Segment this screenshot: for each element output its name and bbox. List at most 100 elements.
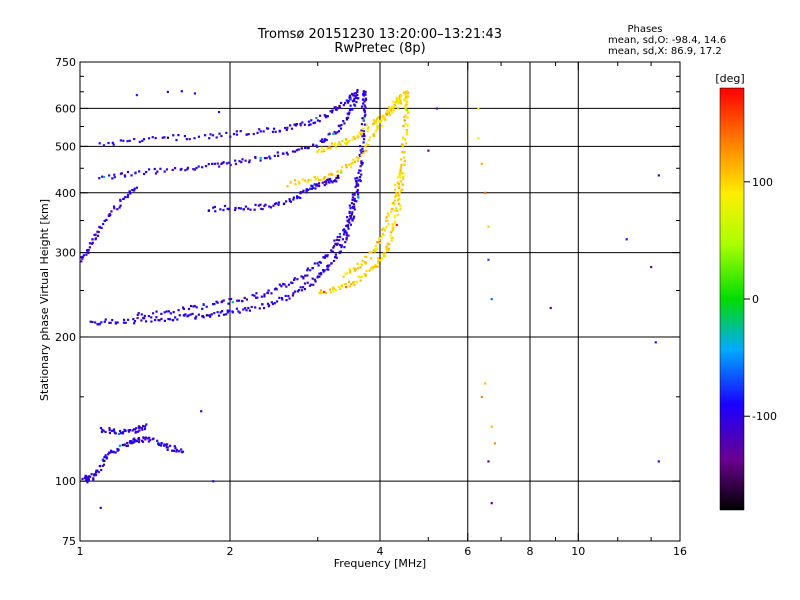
data-point	[127, 430, 131, 433]
data-point	[166, 90, 169, 93]
data-point	[204, 165, 208, 168]
data-point	[357, 275, 360, 278]
data-point	[303, 179, 307, 182]
data-point	[237, 299, 241, 302]
data-point	[340, 244, 343, 247]
data-point	[490, 298, 493, 301]
data-point	[103, 320, 106, 323]
data-point	[390, 208, 393, 211]
data-point	[352, 217, 355, 220]
data-point	[493, 442, 497, 445]
data-point	[393, 105, 397, 108]
data-point	[102, 463, 106, 466]
data-point	[135, 440, 139, 443]
data-point	[336, 235, 339, 239]
data-point	[319, 139, 322, 142]
data-point	[254, 296, 258, 299]
data-point	[110, 450, 113, 454]
data-point	[309, 178, 312, 181]
data-point	[122, 318, 126, 321]
data-point	[402, 175, 405, 178]
data-point	[381, 116, 384, 119]
data-point	[138, 429, 141, 432]
data-point	[159, 167, 162, 170]
data-point	[183, 134, 187, 138]
y-tick-label: 100	[55, 475, 76, 488]
data-point	[349, 271, 352, 274]
data-point	[405, 100, 408, 103]
data-point	[258, 307, 261, 310]
data-point	[373, 250, 376, 253]
data-point	[336, 170, 339, 173]
colorbar-ticks: 100 0 -100	[744, 176, 777, 423]
data-point	[81, 477, 84, 480]
data-point	[332, 287, 335, 290]
data-point	[88, 242, 92, 245]
data-point	[270, 301, 273, 304]
data-point	[357, 97, 360, 100]
data-point	[359, 133, 363, 136]
data-point	[346, 225, 350, 228]
data-point	[323, 256, 327, 259]
data-point	[220, 134, 223, 138]
data-point	[171, 168, 174, 172]
data-point	[163, 311, 166, 314]
data-point	[339, 250, 342, 253]
data-point	[367, 126, 370, 129]
data-point	[260, 207, 263, 210]
data-point	[375, 117, 378, 121]
data-point	[365, 269, 368, 273]
data-point	[403, 160, 406, 163]
data-point	[348, 94, 351, 97]
data-point	[242, 308, 245, 311]
data-point	[88, 475, 92, 478]
data-point	[396, 209, 399, 212]
data-point	[292, 292, 295, 295]
data-point	[385, 249, 388, 252]
data-point	[207, 209, 211, 212]
data-point	[337, 130, 341, 133]
data-point	[243, 296, 246, 300]
data-point	[353, 208, 356, 211]
y-tick-label: 750	[55, 56, 76, 69]
data-point	[103, 175, 106, 179]
data-point	[300, 147, 303, 150]
data-point	[108, 431, 112, 435]
data-point	[330, 111, 334, 114]
data-point	[400, 163, 403, 167]
data-point	[225, 313, 228, 316]
data-point	[321, 138, 324, 141]
data-point	[307, 123, 311, 127]
data-point	[266, 302, 270, 305]
data-point	[247, 207, 250, 210]
data-point	[140, 313, 143, 316]
data-point	[197, 135, 201, 138]
data-point	[160, 442, 163, 445]
data-point	[141, 428, 144, 431]
data-point	[340, 123, 343, 127]
data-point	[319, 114, 322, 117]
data-point	[402, 91, 406, 94]
data-point	[193, 92, 197, 95]
y-axis-label: Stationary phase Virtual Height [km]	[38, 199, 51, 401]
data-point	[163, 443, 166, 446]
data-point	[403, 116, 406, 119]
data-point	[398, 96, 401, 99]
data-point	[107, 453, 110, 456]
data-point	[360, 151, 363, 154]
data-point	[259, 159, 262, 162]
data-point	[155, 316, 158, 319]
data-point	[382, 227, 385, 230]
data-point	[365, 124, 368, 127]
data-point	[163, 170, 166, 173]
data-point	[352, 94, 355, 97]
data-point	[87, 478, 90, 481]
data-point	[356, 183, 360, 186]
data-point	[405, 133, 409, 136]
data-point	[360, 173, 363, 176]
data-point	[285, 151, 288, 154]
data-point	[189, 304, 193, 308]
x-tick-label: 1	[77, 545, 84, 558]
data-point	[131, 429, 134, 432]
data-point	[286, 153, 289, 156]
